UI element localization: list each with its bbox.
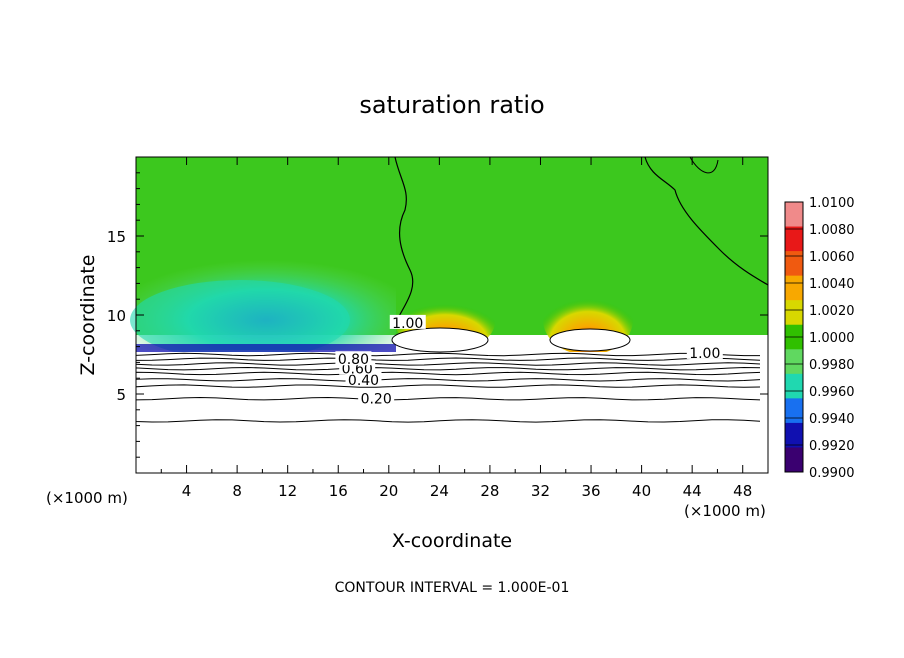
contour-labels: 0.20 0.400.600.80 1.00 1.00 [335,314,723,408]
x-tick-label: 20 [379,482,398,500]
y-tick-label: 15 [107,228,126,246]
contour-label: 0.40 [348,373,379,389]
colorbar-swatch [785,275,803,301]
x-tick-label: 48 [733,482,752,500]
x-tick-label: 28 [480,482,499,500]
colorbar-swatch [785,398,803,424]
cloud-2 [549,328,631,352]
colorbar: 1.0100 1.0080 1.0060 1.0040 1.0020 1.0000 0.99… [784,196,855,481]
contour-line [135,384,761,388]
colorbar-label: 0.9980 [809,358,855,373]
x-tick-label: 24 [430,482,449,500]
contour-label: 0.80 [338,352,369,368]
contour-line [135,362,761,366]
chart-title: saturation ratio [359,91,544,119]
contour-label: 0.20 [361,392,392,408]
x-tick-label: 36 [581,482,600,500]
colorbar-label: 1.0000 [809,331,855,346]
x-tick-label: 8 [232,482,242,500]
contour-label: 1.00 [392,316,423,332]
colorbar-label: 0.9920 [809,439,855,454]
contour-line [135,366,761,371]
x-tick-label: 12 [278,482,297,500]
x-tick-label: 4 [182,482,192,500]
x-tick-label: 32 [531,482,550,500]
contour-line [135,352,760,357]
colorbar-label: 1.0020 [809,304,855,319]
colorbar-swatch [785,251,803,277]
colorbar-label: 0.9940 [809,412,855,427]
colorbar-label: 0.9960 [809,385,855,400]
field-cyan-core [130,280,350,360]
contour-1.00-right [644,156,769,286]
contour-line [135,371,761,376]
contour-label-bg [345,371,382,386]
colorbar-label: 1.0060 [809,250,855,265]
colorbar-swatch [785,202,803,228]
colorbar-label: 1.0080 [809,223,855,238]
y-axis-label: Z-coordinate [77,255,99,376]
x-tick-label: 44 [683,482,702,500]
cloud-1 [391,327,489,353]
colorbar-swatch [785,300,803,326]
contour-interval-note: CONTOUR INTERVAL = 1.000E-01 [335,580,570,596]
x-axis: 4 8 12 16 20 24 28 32 36 40 44 48 [160,157,752,500]
contour-label-bg [335,351,372,366]
colorbar-swatch [785,447,803,473]
colorbar-swatch [785,422,803,448]
x-tick-label: 40 [632,482,651,500]
colorbar-swatch [785,226,803,252]
contour-line [135,357,761,361]
colorbar-swatch [785,349,803,375]
contour-label: 0.60 [342,362,373,378]
contour-label-bg [389,314,426,329]
contour-lines [135,352,761,423]
x-axis-unit-left: (×1000 m) [46,489,128,507]
field-subsaturated [136,352,768,473]
x-axis-unit-right: (×1000 m) [684,502,766,520]
contour-label: 1.00 [689,346,720,362]
contour-1.00 [394,156,414,326]
x-axis-label: X-coordinate [392,530,512,552]
contour-line [135,378,761,382]
y-tick-label: 10 [107,307,126,325]
y-tick-label: 5 [116,386,126,404]
field-blue-base [136,344,396,354]
x-tick-label: 16 [329,482,348,500]
plot-area: 0.20 0.400.600.80 1.00 1.00 [130,156,769,474]
contour-line [135,396,761,401]
colorbar-swatch [785,373,803,399]
contour-label-bg [358,390,395,405]
contour-label-bg [686,344,723,359]
y-axis: 5 10 15 [107,172,768,458]
colorbar-label: 0.9900 [809,466,855,481]
colorbar-label: 1.0100 [809,196,855,211]
colorbar-label: 1.0040 [809,277,855,292]
contour-line [135,419,761,423]
